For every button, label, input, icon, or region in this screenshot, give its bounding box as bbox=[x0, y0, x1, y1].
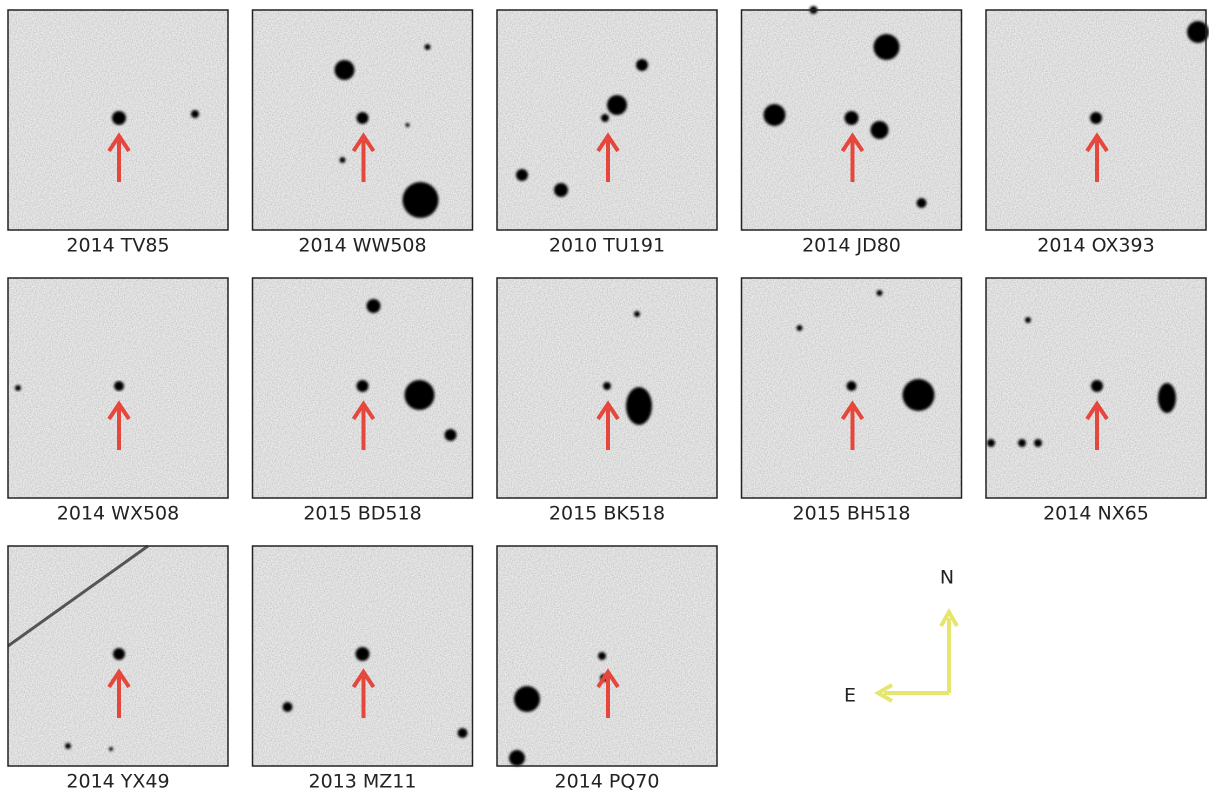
star bbox=[335, 60, 355, 80]
image-panel: 2013 MZ11 bbox=[253, 546, 473, 793]
star bbox=[607, 95, 627, 115]
star bbox=[874, 34, 900, 60]
panel-label: 2015 BD518 bbox=[303, 503, 421, 525]
star bbox=[112, 111, 126, 125]
panel-label: 2013 MZ11 bbox=[309, 771, 417, 793]
north-label: N bbox=[940, 567, 954, 589]
east-label: E bbox=[844, 685, 856, 707]
panel-label: 2015 BK518 bbox=[549, 503, 665, 525]
star bbox=[634, 311, 640, 317]
image-panel: 2015 BH518 bbox=[742, 278, 962, 525]
panel-label: 2014 WW508 bbox=[298, 235, 426, 257]
star bbox=[356, 647, 370, 661]
star bbox=[516, 169, 528, 181]
panel-label: 2014 TV85 bbox=[66, 235, 169, 257]
image-panel: 2010 TU191 bbox=[497, 10, 717, 257]
star bbox=[283, 702, 293, 712]
star bbox=[1091, 380, 1103, 392]
star bbox=[903, 379, 935, 411]
panel-label: 2010 TU191 bbox=[549, 235, 665, 257]
star bbox=[1090, 112, 1102, 124]
star bbox=[65, 743, 71, 749]
panel-label: 2014 OX393 bbox=[1037, 235, 1154, 257]
star bbox=[445, 429, 457, 441]
star bbox=[1025, 317, 1031, 323]
star bbox=[405, 380, 435, 410]
star bbox=[114, 381, 124, 391]
star bbox=[425, 44, 431, 50]
star bbox=[764, 104, 786, 126]
star bbox=[1034, 439, 1042, 447]
star bbox=[603, 382, 611, 390]
star bbox=[191, 110, 199, 118]
star bbox=[987, 439, 995, 447]
star bbox=[458, 728, 468, 738]
star bbox=[15, 385, 21, 391]
star bbox=[113, 648, 125, 660]
star bbox=[797, 325, 803, 331]
star bbox=[357, 112, 369, 124]
figure: 2014 TV85 2014 WW508 2010 TU191 2014 JD80 20… bbox=[0, 0, 1209, 797]
panel-label: 2014 NX65 bbox=[1043, 503, 1149, 525]
star bbox=[847, 381, 857, 391]
star bbox=[636, 59, 648, 71]
star bbox=[1158, 383, 1176, 413]
star bbox=[601, 114, 609, 122]
image-panel: 2014 YX49 bbox=[8, 546, 228, 793]
image-panel: 2014 WW508 bbox=[253, 10, 473, 257]
image-background bbox=[497, 546, 717, 766]
panel-label: 2015 BH518 bbox=[793, 503, 911, 525]
star bbox=[403, 182, 439, 218]
image-panel: 2014 PQ70 bbox=[497, 546, 717, 793]
star bbox=[845, 111, 859, 125]
image-panel: 2015 BD518 bbox=[253, 278, 473, 525]
star bbox=[514, 686, 540, 712]
star bbox=[357, 380, 369, 392]
compass bbox=[878, 612, 957, 701]
star bbox=[871, 121, 889, 139]
image-panel: 2014 JD80 bbox=[742, 6, 962, 257]
star bbox=[109, 747, 113, 751]
panels: 2014 TV85 2014 WW508 2010 TU191 2014 JD80 20… bbox=[8, 6, 1209, 793]
star bbox=[554, 183, 568, 197]
star bbox=[406, 123, 410, 127]
panel-label: 2014 YX49 bbox=[66, 771, 169, 793]
star bbox=[626, 387, 652, 425]
panel-label: 2014 JD80 bbox=[802, 235, 901, 257]
star bbox=[1018, 439, 1026, 447]
image-panel: 2014 TV85 bbox=[8, 10, 228, 257]
star bbox=[877, 290, 883, 296]
panel-label: 2014 PQ70 bbox=[555, 771, 660, 793]
star bbox=[509, 750, 525, 766]
star bbox=[598, 652, 606, 660]
star bbox=[917, 198, 927, 208]
image-panel: 2014 WX508 bbox=[8, 278, 228, 525]
image-panel: 2014 NX65 bbox=[986, 278, 1206, 525]
panel-label: 2014 WX508 bbox=[57, 503, 179, 525]
image-panel: 2015 BK518 bbox=[497, 278, 717, 525]
image-panel: 2014 OX393 bbox=[986, 10, 1209, 257]
star bbox=[340, 157, 346, 163]
star bbox=[367, 299, 381, 313]
